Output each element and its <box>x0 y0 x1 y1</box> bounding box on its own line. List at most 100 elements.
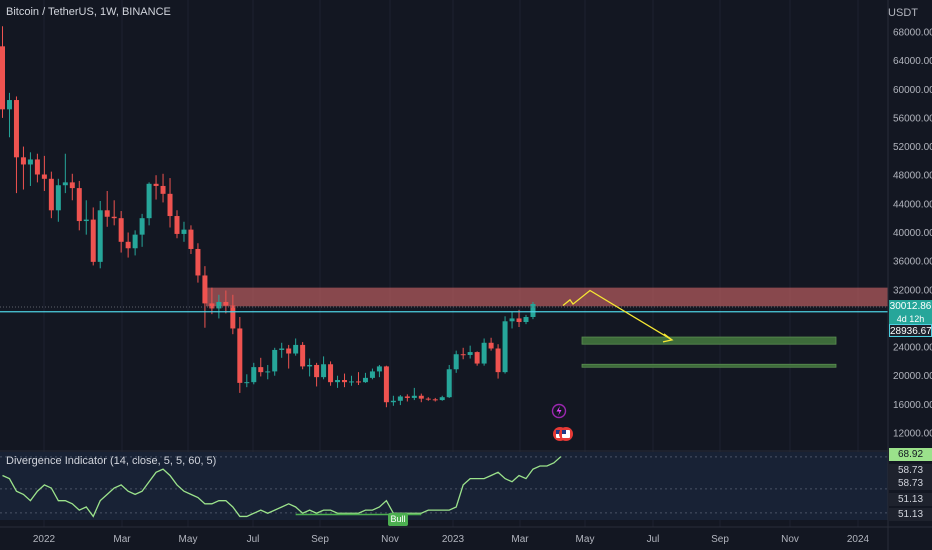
price-tick-label: 24000.00 <box>893 343 932 354</box>
current-price-tag: 30012.86 4d 12h <box>889 300 932 324</box>
candle-body <box>62 182 68 186</box>
candle-body <box>300 344 306 367</box>
candle-body <box>244 382 250 384</box>
candle-body <box>83 219 89 222</box>
candle-body <box>376 366 382 372</box>
indicator-line <box>2 456 562 518</box>
candle-body <box>362 377 368 383</box>
candle-body <box>195 248 201 276</box>
candle-body <box>34 159 40 175</box>
candle-body <box>174 216 180 234</box>
bar-countdown: 4d 12h <box>896 314 925 324</box>
candle-body <box>146 183 152 219</box>
candles <box>0 26 536 408</box>
flag-canton <box>556 430 560 434</box>
candle-body <box>467 352 473 355</box>
indicator-tag-1: 68.92 <box>889 448 932 461</box>
time-axis-labels: 2022 Mar May Jul Sep Nov 2023 Mar May Jul Sep Nov 20… <box>33 534 870 545</box>
candle-body <box>27 159 33 165</box>
candle-body <box>481 342 487 364</box>
indicator-levels <box>0 456 888 514</box>
candle-body <box>335 380 341 383</box>
candle-body <box>6 100 12 110</box>
candle-body <box>383 366 389 403</box>
candle-body <box>265 371 271 373</box>
time-axis-label: May <box>179 534 198 545</box>
chart-title: Bitcoin / TetherUS, 1W, BINANCE <box>6 6 171 18</box>
indicator-tag-2: 58.73 <box>889 464 932 477</box>
candle-body <box>76 188 82 222</box>
price-tick-label: 36000.00 <box>893 257 932 268</box>
arrow-head <box>662 333 674 343</box>
time-axis-label: Sep <box>711 534 729 545</box>
candle-body <box>230 305 236 329</box>
time-axis-label: May <box>576 534 595 545</box>
price-tick-label: 16000.00 <box>893 400 932 411</box>
candle-body <box>160 185 166 194</box>
candle-body <box>488 342 494 349</box>
candle-body <box>258 367 264 373</box>
vertical-grid <box>43 0 859 527</box>
price-tick-label: 68000.00 <box>893 28 932 39</box>
resistance-zone <box>206 287 888 307</box>
candle-body <box>404 396 410 398</box>
candle-body <box>139 218 145 235</box>
arrow-path <box>562 289 673 341</box>
indicator-tag-3: 58.73 <box>889 477 932 490</box>
time-axis-label: Mar <box>113 534 131 545</box>
price-axis-ticks: 68000.00 64000.00 60000.00 56000.00 52000.00… <box>893 28 932 440</box>
candle-body <box>314 364 320 378</box>
time-axis-label: Jul <box>247 534 260 545</box>
candle-body <box>202 275 208 304</box>
event-icons <box>551 403 573 441</box>
time-axis-label: Jul <box>647 534 660 545</box>
candle-body <box>460 354 466 356</box>
price-tick-label: 48000.00 <box>893 171 932 182</box>
candle-body <box>0 46 5 110</box>
candle-body <box>132 234 138 249</box>
candle-body <box>237 328 243 383</box>
candle-body <box>509 318 515 322</box>
candle-body <box>153 183 159 186</box>
indicator-title: Divergence Indicator (14, close, 5, 5, 6… <box>6 455 217 467</box>
candle-body <box>167 193 173 217</box>
candle-body <box>495 348 501 373</box>
currency-label: USDT <box>888 7 918 19</box>
candle-body <box>209 303 215 309</box>
candle-body <box>111 216 117 219</box>
price-tick-label: 64000.00 <box>893 56 932 67</box>
level-price-tag: 28936.67 <box>889 324 932 337</box>
current-price-value: 30012.86 <box>889 301 932 312</box>
candle-body <box>90 219 96 262</box>
candle-body <box>181 229 187 234</box>
price-tick-label: 44000.00 <box>893 199 932 210</box>
candle-body <box>279 348 285 350</box>
support-zone <box>581 363 837 368</box>
indicator-band <box>0 452 888 520</box>
candle-body <box>104 210 110 217</box>
candle-body <box>251 367 257 383</box>
candle-body <box>321 364 327 378</box>
candle-body <box>425 398 431 400</box>
candle-body <box>69 182 75 189</box>
indicator-tag-4: 51.13 <box>889 493 932 506</box>
time-axis-label: Mar <box>511 534 529 545</box>
candle-body <box>48 178 54 211</box>
candle-body <box>397 396 403 401</box>
zones <box>206 287 888 368</box>
candle-body <box>474 352 480 364</box>
indicator-tag-5: 51.13 <box>889 508 932 521</box>
candle-body <box>502 321 508 373</box>
candle-body <box>439 397 445 401</box>
price-tick-label: 56000.00 <box>893 113 932 124</box>
candle-body <box>97 210 103 262</box>
candle-body <box>328 364 334 383</box>
candle-body <box>446 369 452 398</box>
candle-body <box>125 241 131 249</box>
candle-body <box>516 318 522 323</box>
candle-body <box>188 229 194 249</box>
flag-canton <box>562 430 566 434</box>
candle-body <box>411 395 417 398</box>
candle-body <box>286 348 292 354</box>
